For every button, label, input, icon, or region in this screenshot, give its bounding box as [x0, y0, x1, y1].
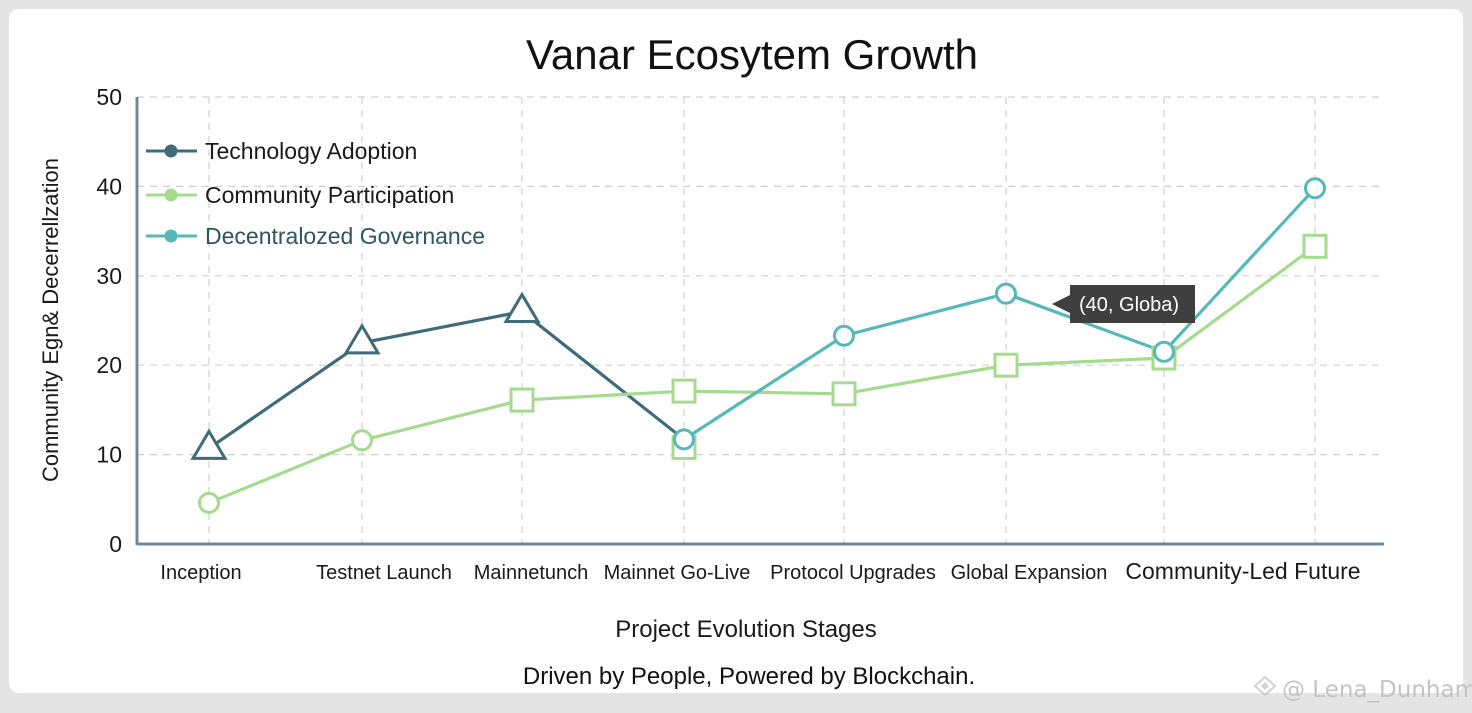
x-tick-label: Protocol Upgrades	[770, 562, 936, 584]
data-point-triangle	[343, 322, 381, 355]
gridlines	[137, 96, 1384, 544]
watermark-text: @ Lena_Dunham	[1282, 677, 1472, 703]
data-point-square	[509, 387, 535, 413]
tooltip-box	[1052, 285, 1195, 323]
data-point-circle	[1304, 177, 1326, 200]
x-tick-label: Community-Led Future	[1125, 558, 1360, 584]
y-tick-label: 10	[96, 442, 122, 468]
y-tick-label: 0	[109, 531, 122, 557]
y-tick-label: 50	[96, 84, 122, 110]
data-point-square	[993, 352, 1019, 378]
series-markers	[190, 177, 1328, 514]
x-tick-label: Mainnet Go-Live	[604, 562, 751, 584]
legend: Technology Adoption Community Participati…	[146, 138, 485, 249]
data-point-circle	[351, 429, 373, 452]
x-tick-labels: Inception Testnet Launch Mainnetunch Mainne…	[160, 558, 1360, 584]
chart-title: Vanar Ecosytem Growth	[526, 31, 978, 78]
data-point-square	[671, 378, 697, 404]
data-point-circle	[198, 491, 220, 514]
data-point-triangle	[503, 291, 541, 324]
line-chart: 0 10 20 30 40 50 Inception Testnet Launch Mainn…	[38, 31, 1472, 703]
chart-card: 0 10 20 30 40 50 Inception Testnet Launch Mainn…	[9, 9, 1472, 703]
series-line	[208, 309, 685, 450]
legend-marker	[164, 144, 178, 158]
legend-marker	[164, 188, 178, 202]
y-axis-label: Community Egn& Decerrellzation	[38, 158, 63, 482]
chart-caption: Driven by People, Powered by Blockchain.	[523, 663, 975, 690]
axes	[135, 97, 1384, 546]
watermark: @ Lena_Dunham	[1253, 675, 1472, 703]
watermark-logo-icon	[1253, 675, 1277, 697]
x-tick-label: Inception	[160, 562, 241, 584]
legend-marker	[164, 229, 178, 243]
tooltip: (40, Globa)	[1052, 285, 1195, 323]
x-tick-label: Testnet Launch	[316, 562, 452, 584]
series-line	[683, 187, 1317, 441]
y-tick-label: 30	[96, 263, 122, 289]
data-point-circle	[833, 324, 855, 347]
data-point-square	[1302, 233, 1328, 259]
series-line	[208, 245, 1316, 505]
data-point-square	[831, 381, 857, 407]
y-tick-label: 40	[96, 173, 122, 199]
tooltip-text: (40, Globa)	[1079, 294, 1179, 316]
data-point-circle	[1153, 340, 1175, 363]
data-point-circle	[995, 282, 1017, 305]
data-point-triangle	[190, 428, 228, 460]
legend-label: Decentralozed Governance	[205, 223, 485, 249]
x-axis-label: Project Evolution Stages	[615, 616, 876, 643]
legend-label: Community Participation	[205, 182, 454, 208]
legend-label: Technology Adoption	[205, 138, 417, 164]
data-point-circle	[673, 428, 695, 451]
y-tick-labels: 0 10 20 30 40 50	[96, 84, 122, 557]
x-tick-label: Mainnetunch	[474, 562, 589, 584]
x-tick-label: Global Expansion	[951, 562, 1108, 584]
y-tick-label: 20	[96, 352, 122, 378]
